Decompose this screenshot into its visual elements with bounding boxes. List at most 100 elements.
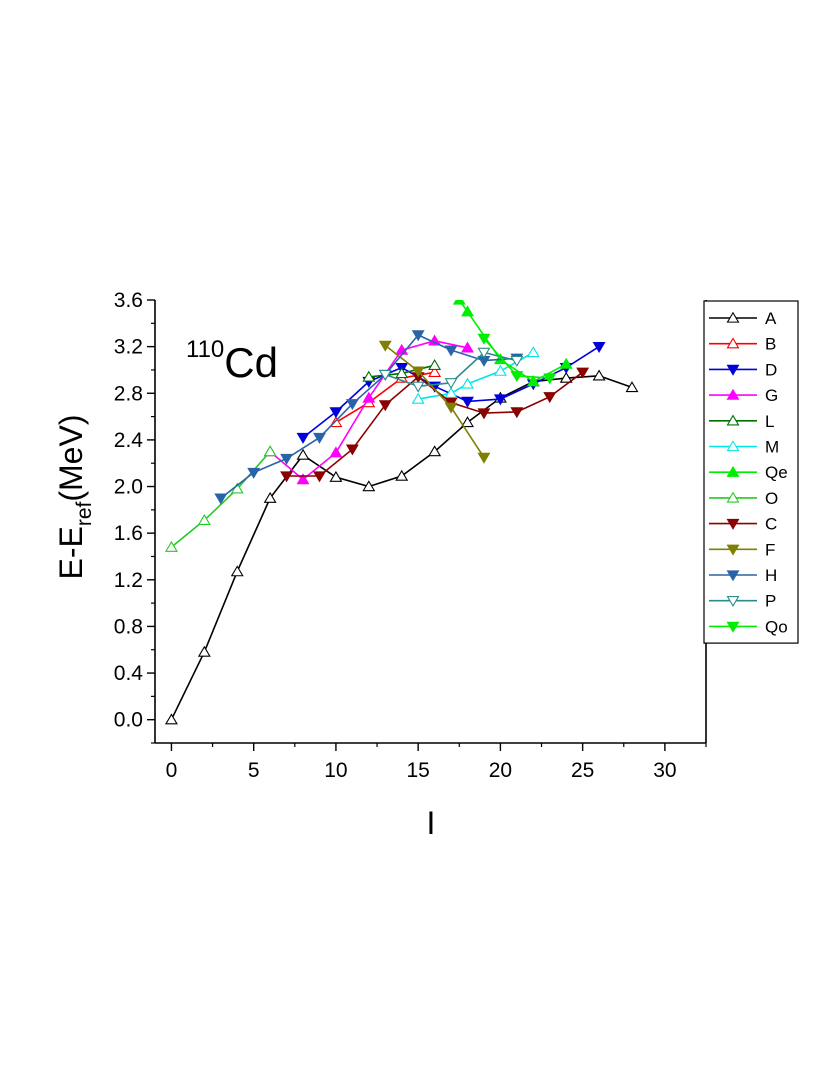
series-line-a: [170, 374, 633, 721]
y-tick-label-0: 0.0: [114, 709, 143, 732]
data-point-h-1: [247, 467, 261, 479]
data-point-f-0: [378, 340, 392, 352]
data-point-f-1: [411, 366, 425, 378]
data-point-p-2: [444, 378, 458, 390]
data-point-a-8: [428, 445, 442, 457]
legend-entry-a: A: [709, 309, 777, 328]
legend-entry-c: C: [709, 515, 777, 534]
data-point-p-1: [411, 381, 425, 393]
legend-marker-b: [726, 337, 740, 349]
legend-marker-h: [726, 570, 740, 582]
data-point-c-9: [576, 367, 590, 379]
data-point-qe-0: [452, 300, 466, 305]
data-point-a-3: [263, 491, 277, 503]
series-f: [378, 340, 491, 464]
y-axis-title: E-Eref(MeV): [53, 415, 96, 580]
annotation-superscript: 110: [186, 336, 224, 363]
legend-entry-m: M: [709, 438, 779, 457]
data-point-qo-0: [477, 333, 491, 345]
data-point-d-1: [329, 407, 343, 419]
legend-marker-m: [726, 440, 740, 452]
x-axis-title: I: [427, 805, 436, 841]
data-point-c-6: [477, 408, 491, 420]
data-point-c-1: [313, 471, 326, 483]
data-point-a-7: [395, 469, 409, 481]
series-layer: [164, 300, 639, 725]
x-tick-label-4: 20: [489, 759, 512, 782]
x-tick-label-2: 10: [324, 759, 347, 782]
data-point-qe-3: [526, 375, 540, 387]
legend-marker-f: [726, 544, 740, 556]
data-point-c-8: [543, 392, 557, 404]
y-tick-label-4: 1.6: [114, 522, 143, 545]
legend-entry-b: B: [709, 335, 776, 354]
legend-marker-p: [726, 596, 740, 608]
data-point-h-0: [214, 493, 228, 505]
legend-label-b: B: [765, 335, 776, 354]
legend-label-c: C: [765, 515, 777, 534]
legend-entry-p: P: [709, 592, 776, 611]
y-axis-title-rest: (MeV): [53, 415, 89, 502]
data-point-d-5: [461, 396, 474, 408]
data-point-qo-2: [543, 373, 557, 385]
legend-label-g: G: [765, 386, 778, 405]
legend-entry-qe: Qe: [709, 463, 788, 482]
data-point-f-3: [477, 452, 491, 464]
legend-marker-a: [726, 311, 740, 323]
legend-label-h: H: [765, 566, 777, 585]
data-point-a-9: [461, 416, 474, 428]
x-tick-label-6: 30: [653, 759, 676, 782]
data-point-l-2: [428, 358, 442, 370]
legend-label-qo: Qo: [765, 617, 788, 636]
data-point-a-5: [329, 470, 343, 482]
legend-label-d: D: [765, 360, 777, 379]
data-point-c-7: [510, 407, 524, 419]
legend-entry-qo: Qo: [709, 617, 788, 636]
legend-label-l: L: [765, 412, 774, 431]
x-tick-label-1: 5: [248, 759, 260, 782]
y-tick-label-9: 3.6: [114, 289, 143, 312]
legend-label-f: F: [765, 540, 775, 559]
legend-entry-d: D: [709, 360, 777, 379]
y-tick-label-6: 2.4: [114, 429, 144, 452]
data-point-m-4: [526, 346, 540, 358]
data-point-qe-1: [461, 305, 474, 317]
data-point-a-14: [625, 381, 639, 393]
y-tick-label-3: 1.2: [114, 569, 143, 592]
legend-marker-d: [726, 364, 740, 376]
data-point-c-3: [378, 400, 392, 412]
y-tick-label-2: 0.8: [114, 615, 143, 638]
legend-label-o: O: [765, 489, 778, 508]
y-tick-label-8: 3.2: [114, 336, 143, 359]
data-point-o-1: [197, 514, 211, 526]
data-point-a-1: [197, 645, 211, 657]
data-point-h-7: [444, 345, 458, 357]
y-axis-title-main: E-E: [53, 526, 89, 579]
data-point-p-3: [477, 347, 491, 359]
y-tick-label-5: 2.0: [114, 476, 143, 499]
series-line-h: [220, 334, 517, 499]
series-g: [263, 334, 474, 485]
data-point-a-2: [230, 565, 244, 577]
legend-marker-o: [726, 491, 740, 503]
legend-entry-o: O: [709, 489, 778, 508]
data-point-a-0: [164, 713, 178, 725]
legend-marker-qo: [726, 621, 740, 633]
data-point-g-5: [428, 334, 442, 346]
legend-entry-l: L: [709, 412, 774, 431]
data-point-g-2: [329, 446, 343, 458]
y-tick-label-7: 2.8: [114, 382, 143, 405]
data-point-d-0: [296, 432, 310, 444]
data-point-qo-1: [510, 371, 524, 383]
data-point-g-6: [461, 341, 474, 353]
data-point-a-6: [362, 480, 376, 492]
data-point-o-0: [164, 540, 178, 552]
data-point-o-3: [263, 445, 277, 457]
data-point-c-0: [280, 471, 294, 483]
legend-label-qe: Qe: [765, 463, 788, 482]
data-point-h-6: [411, 330, 425, 342]
data-point-m-2: [461, 377, 474, 389]
data-point-g-3: [362, 391, 376, 403]
